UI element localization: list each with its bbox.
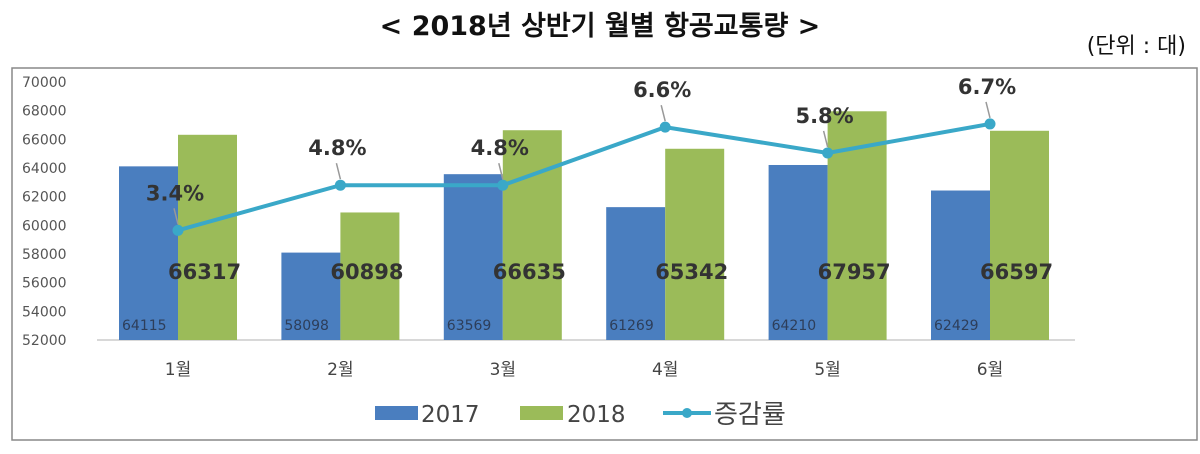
line-point — [984, 118, 996, 130]
data-label-2018: 66635 — [493, 260, 566, 284]
bar-2018 — [340, 212, 400, 340]
y-tick-label: 54000 — [22, 304, 67, 320]
bar-2017 — [768, 164, 828, 340]
y-tick-label: 64000 — [22, 161, 67, 177]
bar-2017 — [119, 166, 178, 340]
data-label-2017: 64210 — [772, 318, 817, 334]
bar-2018 — [990, 130, 1049, 340]
legend-label-2018: 2018 — [567, 402, 626, 428]
line-point — [172, 224, 184, 236]
legend-label-2017: 2017 — [421, 402, 480, 428]
legend-label-rate: 증감률 — [714, 400, 786, 430]
line-point — [497, 179, 509, 191]
bar-2017 — [281, 252, 341, 340]
x-tick-label: 3월 — [490, 360, 516, 380]
x-tick-label: 4월 — [652, 360, 678, 380]
data-label-2017: 62429 — [934, 318, 979, 334]
data-label-2017: 61269 — [609, 318, 654, 334]
y-tick-label: 58000 — [22, 247, 67, 263]
y-tick-label: 56000 — [22, 276, 67, 292]
data-label-2017: 63569 — [447, 318, 492, 334]
rate-label: 5.8% — [795, 104, 853, 128]
data-label-2018: 66317 — [168, 260, 241, 284]
bar-2017 — [443, 174, 503, 340]
data-label-2018: 67957 — [818, 260, 891, 284]
data-label-2017: 58098 — [284, 318, 329, 334]
bar-2018 — [502, 130, 562, 340]
line-series — [177, 121, 991, 233]
line-point — [659, 121, 671, 133]
x-tick-label: 5월 — [814, 360, 840, 380]
rate-label: 4.8% — [308, 136, 366, 160]
x-tick-label: 2월 — [327, 360, 353, 380]
page-title: < 2018년 상반기 월별 항공교통량 > — [379, 11, 821, 42]
y-tick-label: 66000 — [22, 132, 67, 148]
data-label-2018: 65342 — [655, 260, 728, 284]
line-point — [822, 147, 834, 159]
y-tick-label: 62000 — [22, 190, 67, 206]
rate-label: 3.4% — [146, 181, 204, 205]
data-label-2017: 64115 — [122, 318, 167, 334]
chart-frame — [11, 67, 1198, 441]
y-tick-label: 70000 — [22, 75, 67, 91]
leader-line — [498, 163, 504, 180]
leader-line — [822, 130, 829, 148]
legend-marker-rate — [682, 408, 692, 418]
rate-label: 6.6% — [633, 78, 691, 102]
leader-line — [173, 208, 179, 225]
line-point — [334, 179, 346, 191]
y-tick-label: 60000 — [22, 218, 67, 234]
unit-label: (단위 : 대) — [1086, 34, 1186, 59]
leader-line — [985, 101, 991, 119]
legend-swatch-2017 — [375, 406, 418, 420]
bar-2018 — [178, 134, 237, 340]
data-label-2018: 60898 — [330, 260, 403, 284]
bar-2017 — [931, 190, 990, 340]
x-tick-label: 1월 — [165, 360, 191, 380]
bar-2018 — [665, 148, 725, 340]
y-tick-label: 52000 — [22, 333, 67, 349]
x-tick-label: 6월 — [977, 360, 1003, 380]
bar-2017 — [606, 207, 666, 340]
rate-label: 6.7% — [958, 75, 1016, 99]
leader-line — [335, 163, 342, 180]
rate-label: 4.8% — [471, 136, 529, 160]
legend-swatch-2018 — [520, 406, 563, 420]
data-label-2018: 66597 — [980, 260, 1053, 284]
leader-line — [660, 104, 666, 122]
y-tick-label: 68000 — [22, 104, 67, 120]
